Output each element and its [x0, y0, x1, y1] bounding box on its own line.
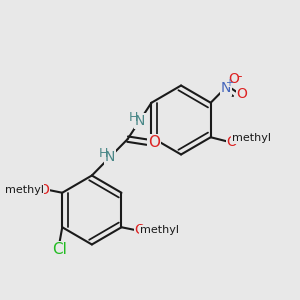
Text: N: N	[220, 81, 231, 95]
Text: O: O	[148, 135, 160, 150]
Text: -: -	[238, 70, 242, 83]
Text: O: O	[226, 135, 238, 149]
Text: O: O	[236, 87, 247, 101]
Text: N: N	[104, 150, 115, 164]
Text: O: O	[228, 72, 239, 86]
Text: H: H	[99, 147, 109, 160]
Text: N: N	[134, 114, 145, 128]
Text: methyl: methyl	[5, 185, 44, 195]
Text: +: +	[225, 78, 233, 88]
Text: Cl: Cl	[52, 242, 67, 257]
Text: methyl: methyl	[140, 225, 179, 235]
Text: O: O	[134, 223, 146, 237]
Text: H: H	[128, 110, 138, 124]
Text: methyl: methyl	[232, 133, 271, 143]
Text: O: O	[38, 183, 49, 197]
